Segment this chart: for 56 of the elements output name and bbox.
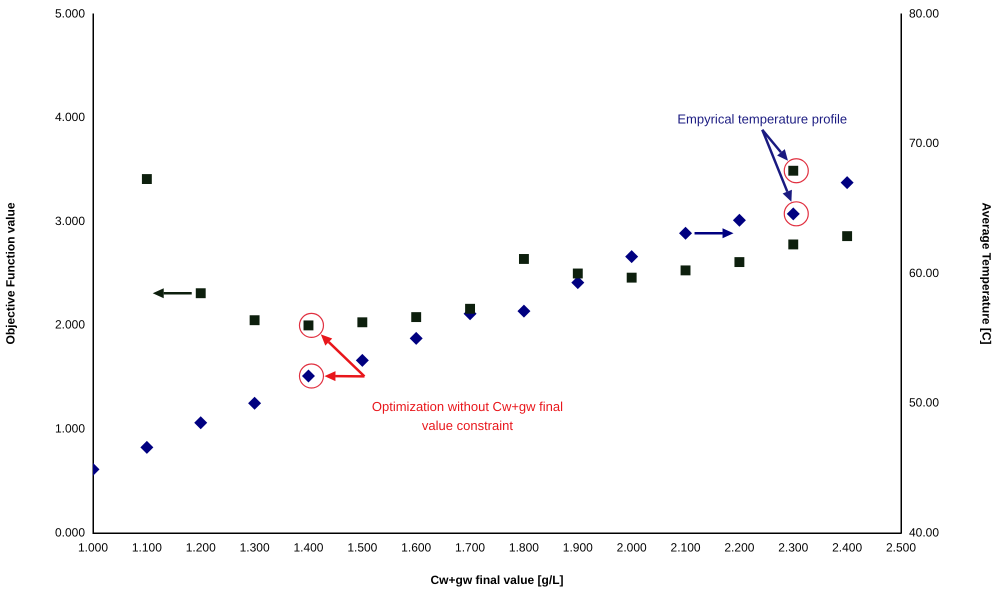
x-tick-label: 2.500 xyxy=(886,540,916,555)
annotation: Optimization without Cw+gw final value constraint xyxy=(370,398,564,436)
point xyxy=(732,214,746,227)
point xyxy=(518,254,529,264)
x-tick-label: 2.200 xyxy=(724,540,755,555)
y-tick-label: 3.000 xyxy=(54,214,86,228)
x-tick-label: 1.600 xyxy=(401,540,432,555)
point xyxy=(788,239,798,250)
x-tick-label: 1.000 xyxy=(78,540,108,555)
y-tick-label: 5.000 xyxy=(54,6,86,20)
y-tick-label: 1.000 xyxy=(54,422,86,436)
x-tick-label: 1.700 xyxy=(455,540,486,555)
y-tick-label: 2.000 xyxy=(54,318,86,332)
y2-tick-label: 70.00 xyxy=(909,136,940,150)
annotation: Empyrical temperature profile xyxy=(677,110,848,128)
point xyxy=(357,317,368,328)
point xyxy=(842,231,852,242)
x-tick-label: 2.000 xyxy=(616,540,648,555)
x-tick-label: 1.500 xyxy=(347,540,378,555)
point xyxy=(465,304,476,314)
x-tick-label: 1.200 xyxy=(186,540,216,555)
point xyxy=(840,176,854,190)
point xyxy=(196,288,206,298)
point xyxy=(734,257,744,268)
point xyxy=(142,174,152,184)
y2-tick-label: 40.00 xyxy=(909,525,940,540)
x-tick-label: 2.300 xyxy=(778,540,809,555)
x-axis-title: Cw+gw final value [g/L] xyxy=(430,573,564,588)
y-tick-label: 0.000 xyxy=(54,525,86,540)
y-axis-title: Objective Function value xyxy=(4,202,18,345)
x-tick-label: 1.900 xyxy=(562,540,594,555)
x-tick-label: 1.100 xyxy=(132,540,162,555)
point xyxy=(248,396,262,410)
y2-tick-label: 80.00 xyxy=(909,6,940,20)
point xyxy=(572,268,583,278)
point xyxy=(411,312,422,322)
y-tick-label: 4.000 xyxy=(54,110,86,124)
point xyxy=(410,332,423,345)
x-tick-label: 2.400 xyxy=(832,540,862,555)
x-tick-label: 1.800 xyxy=(508,540,540,555)
point xyxy=(140,440,154,454)
point xyxy=(571,276,584,290)
point xyxy=(250,315,260,326)
point xyxy=(626,272,637,283)
x-tick-label: 1.400 xyxy=(293,540,324,555)
point xyxy=(625,250,638,264)
x-tick-label: 1.300 xyxy=(240,540,270,555)
point xyxy=(679,226,692,240)
y2-axis-title: Average Temperature [C] xyxy=(979,202,994,345)
point xyxy=(680,265,690,276)
y2-tick-label: 60.00 xyxy=(909,266,940,280)
y2-tick-label: 50.00 xyxy=(909,396,940,410)
point xyxy=(356,354,369,367)
x-tick-label: 2.100 xyxy=(670,540,701,555)
point xyxy=(194,416,208,430)
point xyxy=(517,304,530,318)
